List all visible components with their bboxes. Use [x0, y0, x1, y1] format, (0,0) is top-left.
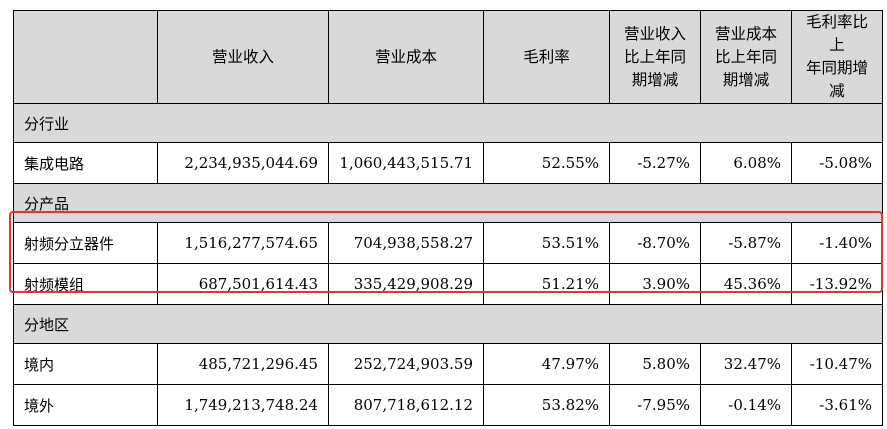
table-row: 境外 1,749,213,748.24 807,718,612.12 53.82…: [13, 384, 883, 426]
row-name: 射频分立器件: [13, 222, 158, 264]
cost-change-cell: 45.36%: [700, 263, 792, 305]
margin-change-cell: -10.47%: [791, 343, 883, 385]
header-cell-cost-change: 营业成本 比上年同 期增减: [700, 10, 792, 104]
margin-cell: 51.21%: [483, 263, 610, 305]
margin-cell: 52.55%: [483, 142, 610, 184]
revenue-change-cell: 5.80%: [609, 343, 701, 385]
revenue-cell: 1,516,277,574.65: [157, 222, 329, 264]
revenue-change-cell: -7.95%: [609, 384, 701, 426]
table-row: 境内 485,721,296.45 252,724,903.59 47.97% …: [13, 343, 883, 385]
cost-change-cell: 6.08%: [700, 142, 792, 184]
cost-change-cell: -5.87%: [700, 222, 792, 264]
cost-cell: 335,429,908.29: [328, 263, 484, 305]
revenue-cell: 2,234,935,044.69: [157, 142, 329, 184]
row-name: 集成电路: [13, 142, 158, 184]
revenue-change-cell: -8.70%: [609, 222, 701, 264]
margin-change-cell: -13.92%: [791, 263, 883, 305]
revenue-change-cell: -5.27%: [609, 142, 701, 184]
margin-change-cell: -5.08%: [791, 142, 883, 184]
section-label: 分行业: [13, 103, 883, 143]
section-row-industry: 分行业: [13, 103, 883, 143]
margin-cell: 47.97%: [483, 343, 610, 385]
margin-cell: 53.51%: [483, 222, 610, 264]
cost-change-cell: -0.14%: [700, 384, 792, 426]
section-row-region: 分地区: [13, 304, 883, 344]
header-row: 营业收入 营业成本 毛利率 营业收入 比上年同 期增减 营业成本 比上年同 期增…: [13, 10, 883, 104]
table-row: 射频分立器件 1,516,277,574.65 704,938,558.27 5…: [13, 222, 883, 264]
cost-cell: 704,938,558.27: [328, 222, 484, 264]
cost-change-cell: 32.47%: [700, 343, 792, 385]
section-label: 分产品: [13, 183, 883, 223]
header-text: 毛利率比上 年同期增减: [805, 13, 868, 100]
cost-cell: 1,060,443,515.71: [328, 142, 484, 184]
margin-change-cell: -3.61%: [791, 384, 883, 426]
margin-cell: 53.82%: [483, 384, 610, 426]
revenue-cell: 1,749,213,748.24: [157, 384, 329, 426]
header-cell-cost: 营业成本: [328, 10, 484, 104]
row-name: 境外: [13, 384, 158, 426]
row-name: 射频模组: [13, 263, 158, 305]
section-label: 分地区: [13, 304, 883, 344]
cost-cell: 807,718,612.12: [328, 384, 484, 426]
revenue-change-cell: 3.90%: [609, 263, 701, 305]
header-text: 营业成本 比上年同 期增减: [714, 24, 777, 89]
header-cell-margin: 毛利率: [483, 10, 610, 104]
header-cell-margin-change: 毛利率比上 年同期增减: [791, 10, 883, 104]
table-row: 射频模组 687,501,614.43 335,429,908.29 51.21…: [13, 263, 883, 305]
row-name: 境内: [13, 343, 158, 385]
header-cell-revenue-change: 营业收入 比上年同 期增减: [609, 10, 701, 104]
financial-table: 营业收入 营业成本 毛利率 营业收入 比上年同 期增减 营业成本 比上年同 期增…: [13, 10, 883, 426]
header-text: 营业收入 比上年同 期增减: [623, 24, 686, 89]
header-cell-category: [13, 10, 158, 104]
margin-change-cell: -1.40%: [791, 222, 883, 264]
cost-cell: 252,724,903.59: [328, 343, 484, 385]
header-cell-revenue: 营业收入: [157, 10, 329, 104]
section-row-product: 分产品: [13, 183, 883, 223]
revenue-cell: 687,501,614.43: [157, 263, 329, 305]
table-row: 集成电路 2,234,935,044.69 1,060,443,515.71 5…: [13, 142, 883, 184]
revenue-cell: 485,721,296.45: [157, 343, 329, 385]
